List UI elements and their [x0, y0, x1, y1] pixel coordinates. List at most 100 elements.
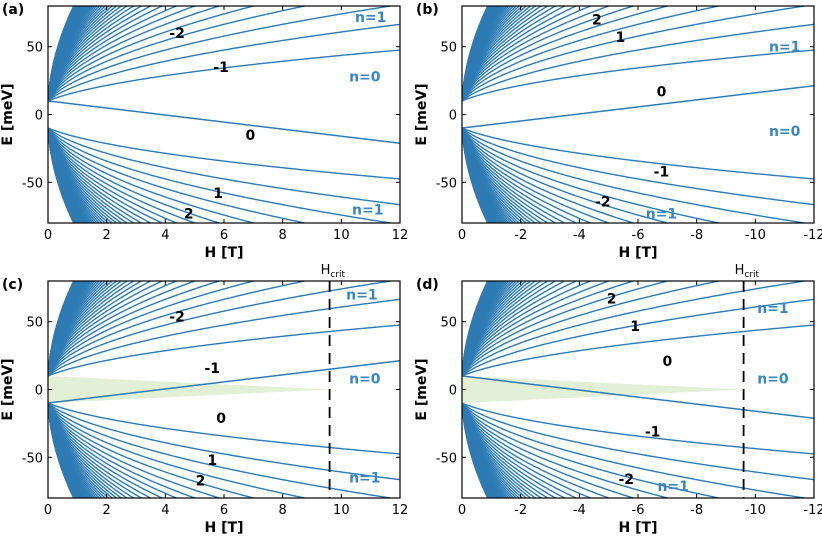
level-index-label-blue: n=1 — [355, 10, 386, 26]
hcrit-label: Hcrit — [735, 263, 760, 280]
level-index-label-blue: n=0 — [349, 70, 381, 86]
level-line — [462, 127, 671, 223]
filling-factor-label: 2 — [196, 473, 206, 489]
level-line — [462, 6, 528, 102]
x-tick-label: 4 — [161, 503, 169, 518]
level-line — [48, 6, 395, 102]
level-n0-line — [48, 360, 400, 404]
level-line — [462, 402, 814, 455]
x-tick-label: 4 — [161, 228, 169, 243]
level-index-label-blue: n=0 — [349, 372, 381, 388]
panel-label: (d) — [416, 277, 439, 293]
x-tick-label: 10 — [333, 228, 350, 243]
filling-factor-label: -2 — [169, 26, 185, 42]
panel-b: 0 -2 -4 -6 -8 -10 -12 -50 0 50 H [T] E [meV] (b) 21 0 -… — [414, 2, 822, 261]
level-line — [462, 127, 814, 180]
x-tick-label: -2 — [514, 228, 527, 243]
level-line — [48, 281, 179, 377]
filling-factor-label: 2 — [184, 207, 194, 223]
filling-factor-label: 0 — [246, 128, 256, 144]
x-axis-label: H [T] — [205, 520, 244, 536]
level-line — [48, 127, 118, 223]
level-line — [462, 127, 532, 223]
level-line — [48, 281, 143, 377]
level-line — [462, 6, 671, 102]
level-line — [48, 6, 164, 102]
x-tick-label: 6 — [220, 503, 228, 518]
level-line — [462, 402, 567, 498]
level-line — [48, 281, 114, 377]
y-tick-label: 50 — [440, 41, 457, 56]
level-index-label-blue: n=1 — [757, 301, 788, 317]
level-line — [48, 127, 222, 223]
level-line — [48, 127, 123, 223]
level-line — [48, 402, 309, 498]
x-tick-label: 2 — [103, 228, 111, 243]
level-line — [48, 127, 179, 223]
level-line — [48, 281, 75, 377]
level-line — [48, 6, 153, 102]
level-line — [48, 127, 197, 223]
level-line — [462, 402, 814, 481]
level-line — [462, 6, 809, 102]
level-line — [462, 402, 723, 498]
level-line — [48, 402, 400, 455]
plot-area — [462, 281, 814, 498]
x-tick-label: 10 — [333, 503, 350, 518]
filling-factor-label: 0 — [657, 84, 667, 100]
level-line — [462, 6, 723, 102]
level-line — [48, 127, 400, 180]
level-line — [462, 281, 567, 377]
y-tick-label: 50 — [440, 316, 457, 331]
level-line — [462, 127, 528, 223]
level-index-label-blue: n=1 — [349, 471, 380, 487]
y-axis-label: E [meV] — [0, 358, 16, 420]
level-line — [48, 127, 129, 223]
level-line — [48, 281, 222, 377]
level-line — [462, 402, 636, 498]
level-line — [462, 402, 537, 498]
level-line — [462, 281, 489, 377]
x-tick-label: 12 — [392, 228, 409, 243]
level-line — [462, 6, 532, 102]
level-line — [462, 127, 567, 223]
x-tick-label: 12 — [392, 503, 409, 518]
level-line — [48, 281, 135, 377]
y-axis-label: E [meV] — [0, 83, 16, 145]
level-line — [462, 402, 593, 498]
filling-factor-label: -2 — [595, 194, 611, 210]
level-line — [48, 281, 129, 377]
filling-factor-label: 0 — [216, 411, 226, 427]
filling-factor-label: -1 — [654, 164, 670, 180]
level-line — [48, 6, 114, 102]
level-line — [48, 281, 309, 377]
level-line — [462, 127, 557, 223]
level-line — [48, 402, 114, 498]
filling-factor-label: 2 — [607, 292, 617, 308]
panel-label: (b) — [416, 2, 439, 18]
level-line — [462, 402, 543, 498]
level-line — [48, 127, 164, 223]
level-index-label-blue: n=1 — [346, 288, 377, 304]
axes-frame — [47, 5, 401, 224]
level-line — [462, 281, 528, 377]
level-index-label-blue: n=1 — [657, 479, 688, 495]
level-line — [48, 298, 400, 377]
level-index-label-blue: n=0 — [757, 372, 789, 388]
filling-factor-label: -1 — [213, 60, 229, 76]
filling-factor-label: -1 — [645, 425, 661, 441]
x-tick-label: -10 — [745, 228, 766, 243]
level-line — [462, 281, 557, 377]
level-line — [48, 281, 197, 377]
filling-factor-label: 1 — [616, 30, 626, 46]
level-line — [48, 402, 153, 498]
level-line — [462, 402, 528, 498]
level-line — [462, 281, 671, 377]
level-line — [462, 127, 543, 223]
level-line — [462, 281, 611, 377]
level-line — [48, 6, 222, 102]
